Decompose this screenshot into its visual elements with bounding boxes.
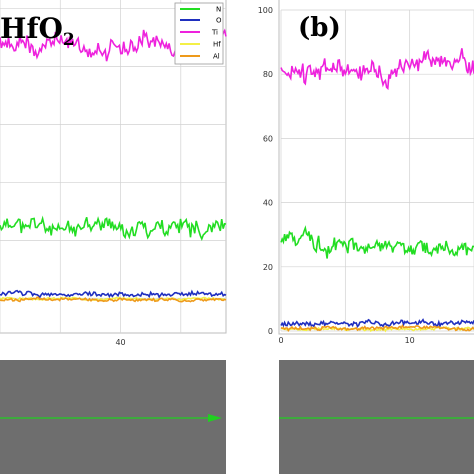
panel-b-series <box>280 48 474 333</box>
panel-b-y-tick-label: 20 <box>263 263 273 272</box>
panel-a-label-subscript: 2 <box>63 30 75 50</box>
panel-b-x-tick-label: 0 <box>278 336 283 345</box>
legend-label-al: Al <box>213 53 220 61</box>
panel-a: 40 HfO2 N O Ti Hf Al <box>0 0 227 474</box>
legend-box <box>174 2 224 65</box>
panel-a-series-al <box>0 296 227 303</box>
legend: N O Ti Hf Al <box>174 2 224 65</box>
panel-a-series-o <box>0 289 227 299</box>
panel-b-series-n <box>280 225 474 259</box>
panel-b-series-ti <box>280 48 474 91</box>
panel-b-x-tick-label: 10 <box>405 336 415 345</box>
panel-a-label-main: HfO <box>0 12 63 45</box>
panel-b-y-tick-label: 100 <box>258 6 273 15</box>
panel-b-y-tick-label: 40 <box>263 199 273 208</box>
panel-b-y-tick-label: 60 <box>263 134 273 143</box>
legend-label-hf: Hf <box>213 41 221 49</box>
panel-a-series-hf <box>0 296 227 302</box>
panel-b-series-al <box>280 324 474 333</box>
panel-b-y-tick-label: 0 <box>268 327 273 336</box>
panel-b-y-ticks: 0 20 40 60 80 100 <box>258 6 273 336</box>
panel-a-series-n <box>0 215 227 241</box>
panel-b: 0 20 40 60 80 100 0 10 (b) <box>258 0 474 474</box>
panel-a-sem-image <box>0 360 226 474</box>
panel-a-label: HfO2 <box>0 12 75 50</box>
panel-b-plot-border <box>278 0 474 335</box>
panel-b-x-ticks: 0 10 <box>278 336 414 345</box>
panel-a-sem-background <box>0 360 226 474</box>
legend-label-n: N <box>216 6 221 14</box>
panel-a-scan-arrow-icon <box>208 414 222 422</box>
panel-b-sem-background <box>279 360 474 474</box>
panel-b-label: (b) <box>298 13 341 43</box>
panel-a-x-ticks: 40 <box>115 338 125 347</box>
panel-b-y-tick-label: 80 <box>263 70 273 79</box>
legend-label-o: O <box>216 17 222 25</box>
panel-a-x-tick-label: 40 <box>115 338 125 347</box>
panel-b-sem-image <box>279 360 474 474</box>
legend-label-ti: Ti <box>211 29 218 37</box>
panel-b-series-o <box>280 318 474 329</box>
